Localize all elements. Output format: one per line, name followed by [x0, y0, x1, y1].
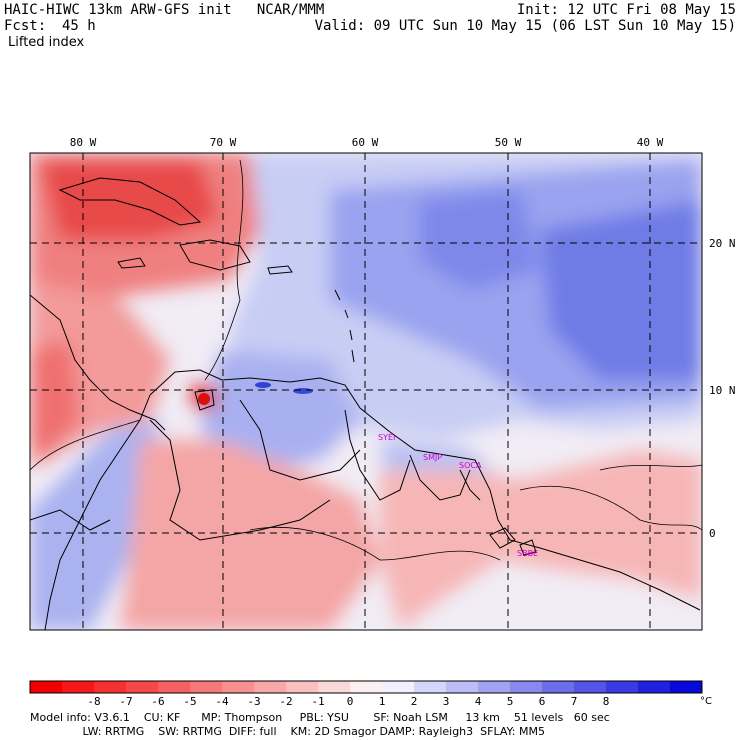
header-init: Init: 12 UTC Fri 08 May 15: [516, 2, 736, 18]
colorbar-ticks: -8 -7 -6 -5 -4 -3 -2 -1 0 1 2 3 4 5 6 7 8: [87, 695, 609, 708]
header-title: HAIC-HIWC 13km ARW-GFS init NCAR/MMM: [4, 2, 325, 18]
colorbar-swatch: [382, 681, 415, 693]
colorbar-swatch: [30, 681, 63, 693]
colorbar-swatch: [670, 681, 703, 693]
colorbar-swatch: [190, 681, 223, 693]
colorbar-swatch: [254, 681, 287, 693]
footer-model-info: Model info: V3.6.1 CU: KF MP: Thompson P…: [30, 711, 610, 724]
colorbar-swatch: [638, 681, 671, 693]
colorbar-tick-label: 2: [411, 695, 418, 708]
station-label: SMJP: [423, 453, 442, 462]
colorbar-swatch: [510, 681, 543, 693]
field-shading: [30, 153, 702, 630]
colorbar-swatch: [158, 681, 191, 693]
colorbar-swatch: [222, 681, 255, 693]
footer-physics: LW: RRTMG SW: RRTMG DIFF: full KM: 2D Sm…: [30, 725, 545, 738]
header-fcst-value: 45 h: [62, 18, 96, 34]
colorbar-swatch: [606, 681, 639, 693]
lon-label: 70 W: [210, 136, 237, 149]
header-valid: Valid: 09 UTC Sun 10 May 15 (06 LST Sun …: [314, 18, 736, 34]
header-fcst-label: Fcst:: [4, 18, 47, 34]
colorbar-tick-label: -2: [279, 695, 292, 708]
colorbar-tick-label: 6: [539, 695, 546, 708]
lat-lon-grid: [30, 153, 702, 630]
colorbar-swatch: [62, 681, 95, 693]
colorbar-swatch: [94, 681, 127, 693]
colorbar-tick-label: -3: [247, 695, 260, 708]
li-contours: [30, 159, 702, 561]
unstable-core: [198, 393, 210, 405]
colorbar-tick-label: 1: [379, 695, 386, 708]
map-frame: [29, 152, 703, 631]
colorbar-swatch: [542, 681, 575, 693]
colorbar-swatch: [414, 681, 447, 693]
lon-label: 60 W: [352, 136, 379, 149]
lon-label: 80 W: [70, 136, 97, 149]
colorbar-tick-label: 0: [347, 695, 354, 708]
colorbar-tick-label: -6: [151, 695, 164, 708]
station-label: SOCA: [459, 461, 482, 470]
colorbar-swatch: [446, 681, 479, 693]
colorbar-swatch: [350, 681, 383, 693]
colorbar-tick-label: 5: [507, 695, 514, 708]
station-label: SBBE: [517, 549, 538, 558]
station-labels: SYEI SMJP SOCA SBBE: [378, 433, 538, 558]
field-name: Lifted index: [8, 35, 85, 50]
colorbar-tick-label: 7: [571, 695, 578, 708]
coastlines: [30, 177, 701, 630]
map-field: [30, 153, 702, 630]
lat-label: 10 N: [709, 384, 736, 397]
colorbar-frame: [29, 680, 703, 694]
colorbar-swatch: [126, 681, 159, 693]
latitude-labels: 20 N 10 N 0: [709, 237, 736, 540]
colorbar-tick-label: 3: [443, 695, 450, 708]
station-label: SYEI: [378, 433, 395, 442]
colorbar-swatch: [574, 681, 607, 693]
colorbar-swatch: [318, 681, 351, 693]
colorbar-swatch: [286, 681, 319, 693]
colorbar-tick-label: -8: [87, 695, 100, 708]
lon-label: 40 W: [637, 136, 664, 149]
stable-core: [293, 388, 313, 394]
colorbar-tick-label: 4: [475, 695, 482, 708]
stable-core: [255, 382, 271, 388]
lat-label: 0: [709, 527, 716, 540]
colorbar-tick-label: 8: [603, 695, 610, 708]
lat-label: 20 N: [709, 237, 736, 250]
longitude-labels: 80 W 70 W 60 W 50 W 40 W: [70, 136, 664, 149]
colorbar-swatch: [478, 681, 511, 693]
colorbar-tick-label: -7: [119, 695, 132, 708]
colorbar-tick-label: -4: [215, 695, 229, 708]
colorbar-tick-label: -1: [311, 695, 324, 708]
colorbar: [29, 680, 703, 694]
colorbar-tick-label: -5: [183, 695, 196, 708]
colorbar-unit: °C: [700, 696, 712, 707]
lon-label: 50 W: [495, 136, 522, 149]
